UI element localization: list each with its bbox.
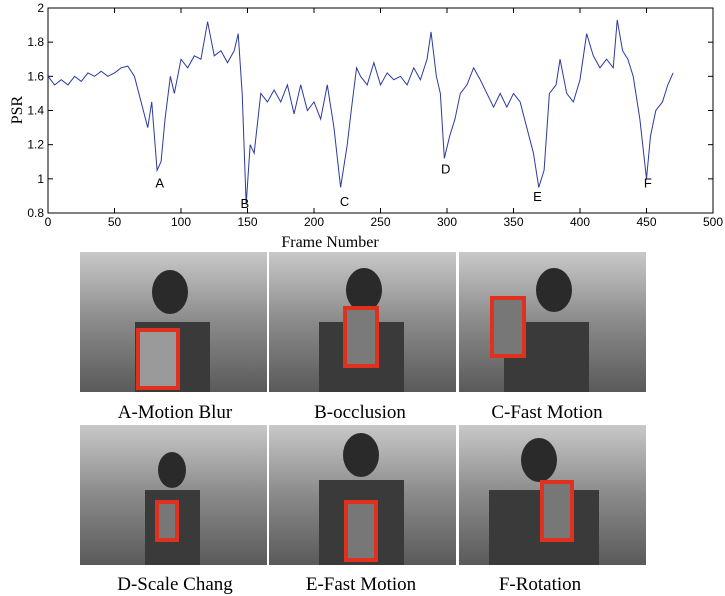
y-tick-label: 1.8 — [27, 35, 44, 49]
panel — [459, 425, 646, 565]
annotation: C — [340, 194, 349, 209]
x-tick-label: 50 — [108, 215, 122, 229]
annotation: A — [155, 175, 164, 190]
panel — [80, 252, 267, 392]
x-tick-label: 300 — [437, 215, 457, 229]
annotation: D — [441, 162, 450, 177]
x-tick-label: 500 — [703, 215, 723, 229]
caption: D-Scale Chang — [117, 574, 233, 595]
x-tick-label: 450 — [636, 215, 656, 229]
y-tick-label: 1.4 — [27, 104, 44, 118]
plot-frame — [47, 7, 714, 214]
y-axis-label: PSR — [9, 95, 26, 124]
x-axis-label: Frame Number — [281, 234, 379, 251]
x-tick-label: 0 — [45, 215, 52, 229]
annotation: E — [533, 189, 542, 204]
line — [47, 19, 674, 205]
x-tick-label: 350 — [503, 215, 523, 229]
y-tick-label: 2 — [37, 1, 44, 15]
x-tick-label: 250 — [370, 215, 390, 229]
x-tick-label: 200 — [304, 215, 324, 229]
caption: B-occlusion — [314, 402, 406, 423]
x-tick-label: 150 — [237, 215, 257, 229]
y-tick-label: 1.2 — [27, 138, 44, 152]
x-tick-label: 100 — [171, 215, 191, 229]
y-tick-label: 1 — [37, 172, 44, 186]
caption: C-Fast Motion — [491, 402, 603, 423]
caption: E-Fast Motion — [306, 574, 417, 595]
y-tick-label: 1.6 — [27, 69, 44, 83]
panel — [459, 252, 646, 392]
annotation: B — [241, 196, 250, 211]
y-tick-label: 0.8 — [27, 206, 44, 220]
panel — [269, 252, 456, 392]
caption: F-Rotation — [499, 574, 582, 595]
x-tick-label: 400 — [570, 215, 590, 229]
panel — [80, 425, 267, 565]
annotation: F — [644, 175, 652, 190]
caption: A-Motion Blur — [118, 402, 233, 423]
panel — [269, 425, 456, 565]
